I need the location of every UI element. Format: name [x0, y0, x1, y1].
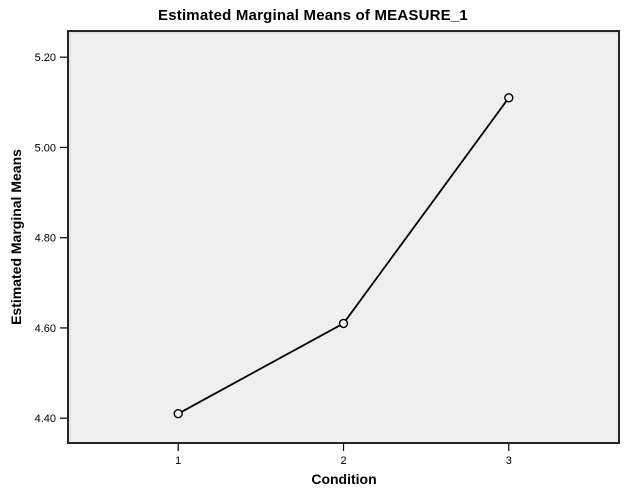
plot-panel	[67, 30, 620, 444]
y-tick-label: 5.00	[35, 142, 56, 154]
data-point-marker	[173, 408, 183, 419]
y-tick-label: 5.20	[35, 52, 56, 64]
y-tick-label: 4.40	[35, 413, 56, 425]
y-tick-label: 4.60	[35, 323, 56, 335]
x-tick-label: 1	[175, 455, 181, 467]
y-tick-label: 4.80	[35, 233, 56, 245]
chart-title: Estimated Marginal Means of MEASURE_1	[158, 7, 468, 24]
x-tick-label: 2	[340, 455, 346, 467]
x-axis-title: Condition	[311, 471, 377, 487]
data-point-marker	[338, 318, 349, 329]
x-tick-label: 3	[506, 455, 512, 467]
data-point-marker	[504, 93, 514, 103]
